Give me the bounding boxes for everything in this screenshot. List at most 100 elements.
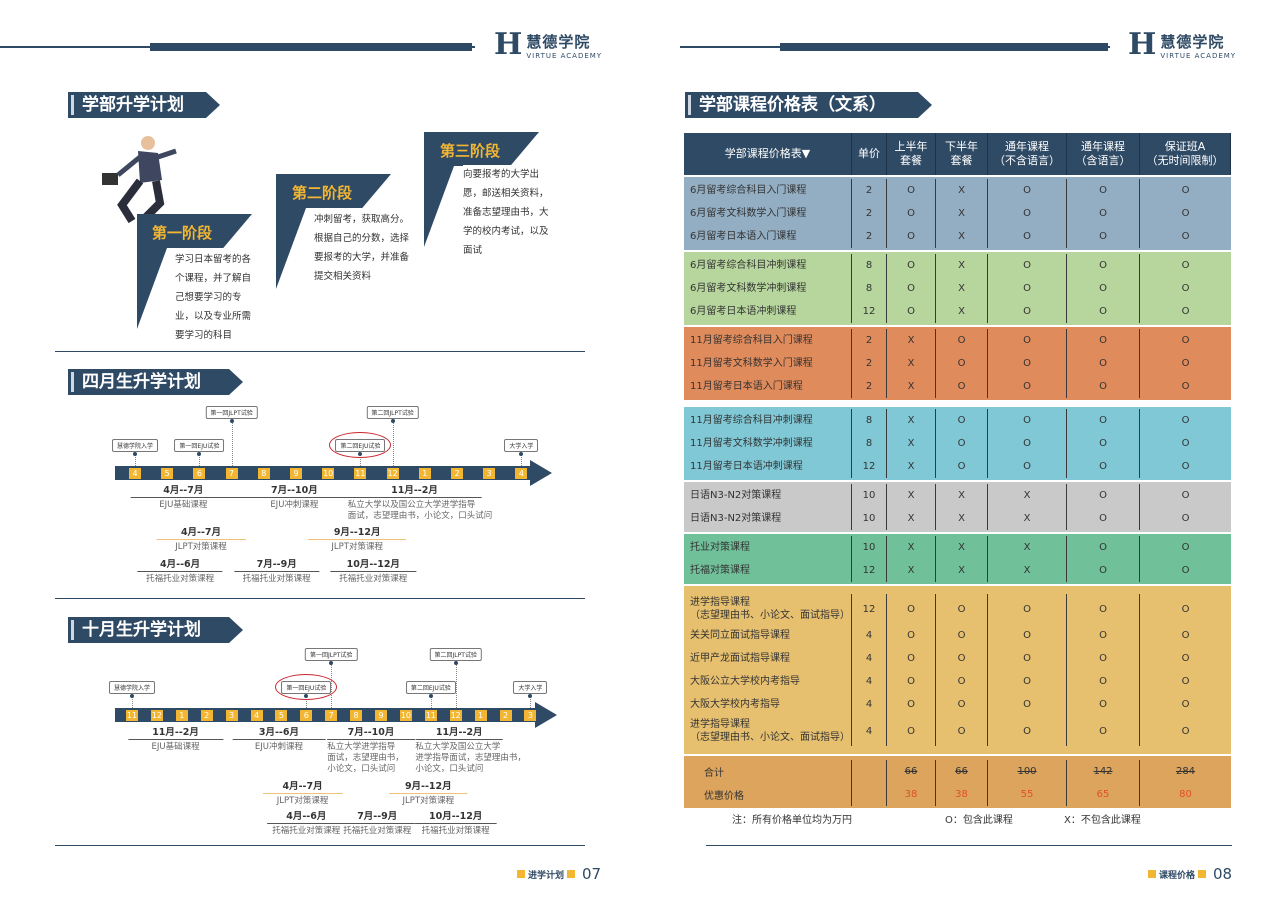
event-label: 第二回JLPT试验	[366, 406, 419, 419]
table-cell: X	[887, 507, 936, 530]
stage-3-title: 第三阶段	[440, 142, 501, 160]
month-marker: 4	[129, 467, 141, 479]
table-cell: O	[1067, 594, 1140, 624]
table-cell: X	[936, 225, 988, 248]
month-marker: 1	[418, 467, 431, 479]
table-row: 6月留考综合科目入门课程 2 O X O O O	[684, 179, 1231, 202]
table-cell: 4	[852, 716, 887, 746]
table-cell: O	[1181, 438, 1190, 449]
section-title-october: 十月生升学计划	[68, 617, 243, 643]
month-marker: 8	[350, 709, 363, 721]
logo: H 慧德学院 VIRTUE ACADEMY	[494, 30, 602, 60]
table-row: 近甲产龙面试指导课程 4 O O O O O	[684, 647, 1231, 670]
event-stem	[530, 691, 532, 708]
table-cell: 12	[852, 300, 887, 323]
course-name: 11月留考日本语冲刺课程	[684, 455, 852, 478]
month-marker: 6	[193, 467, 206, 479]
event-stem	[455, 658, 457, 708]
header-cell: 学部课程价格表▼	[684, 133, 852, 175]
table-cell: O	[1181, 231, 1190, 242]
discount-value: 65	[1067, 783, 1140, 806]
event-stem	[521, 449, 523, 466]
table-cell: O	[1181, 185, 1190, 196]
table-cell: O	[1067, 352, 1140, 375]
table-cell: O	[1181, 699, 1190, 710]
event-label: 慧德学院入学	[108, 681, 156, 694]
course-name: 托业对策课程	[684, 536, 852, 559]
course-item: 9月--12月 JLPT对策课程	[308, 524, 407, 553]
course-item: 4月--6月 托福托业对策课程	[267, 808, 346, 837]
table-cell: O	[887, 300, 936, 323]
course-desc: 托福托业对策课程	[343, 826, 412, 836]
table-cell: O	[887, 693, 936, 716]
table-row: 进学指导课程 （志望理由书、小论文、面试指导） 12 O O O O O	[684, 594, 1231, 624]
table-cell: O	[936, 352, 988, 375]
course-period: 4月--7月	[262, 778, 343, 794]
table-cell: O	[936, 594, 988, 624]
table-cell: X	[936, 179, 988, 202]
table-cell: O	[988, 300, 1067, 323]
row-group: 6月留考综合科目冲刺课程 8 O X O O O 6月留考文科数学冲刺课程 8 O X O O O 6月留考…	[684, 250, 1231, 325]
event-dot	[229, 419, 234, 423]
course-period: 4月--7月	[156, 524, 246, 540]
month-marker: 10	[322, 467, 335, 479]
table-cell: 12	[852, 559, 887, 582]
table-cell: 2	[852, 225, 887, 248]
table-cell: 2	[852, 352, 887, 375]
course-name: 近甲产龙面试指导课程	[684, 647, 852, 670]
table-cell: X	[887, 536, 936, 559]
divider	[55, 351, 585, 352]
row-group: 6月留考综合科目入门课程 2 O X O O O 6月留考文科数学入门课程 2 O X O O O 6月留考…	[684, 175, 1231, 250]
course-period: 7月--10月	[327, 724, 415, 740]
course-name: 关关同立面试指导课程	[684, 624, 852, 647]
section-title-april: 四月生升学计划	[68, 369, 243, 395]
table-cell: 4	[852, 670, 887, 693]
table-cell: O	[1067, 432, 1140, 455]
header-cell: 单价	[852, 133, 887, 175]
course-desc: JLPT对策课程	[276, 796, 329, 806]
page-number: 08	[1213, 865, 1233, 883]
table-cell: O	[988, 647, 1067, 670]
course-period: 4月--7月	[131, 482, 236, 498]
table-row: 11月留考综合科目入门课程 2 X O O O O	[684, 329, 1231, 352]
course-item: 11月--2月 私立大学及国公立大学 进学指导面试，志望理由书， 小论文，口头试问	[415, 724, 526, 775]
month-marker: 11	[424, 709, 437, 721]
table-cell: O	[988, 409, 1067, 432]
table-cell: O	[936, 693, 988, 716]
month-marker: 3	[524, 709, 537, 721]
table-cell: O	[936, 432, 988, 455]
month-marker: 3	[225, 709, 238, 721]
table-cell: O	[887, 647, 936, 670]
course-name: 日语N3-N2对策课程	[684, 507, 852, 530]
course-desc: 托福托业对策课程	[272, 826, 341, 836]
table-cell: O	[1181, 283, 1190, 294]
table-row: 11月留考日本语入门课程 2 X O O O O	[684, 375, 1231, 398]
stage-2-title: 第二阶段	[292, 184, 353, 202]
header-bar	[780, 43, 1108, 51]
total-value: 66	[936, 760, 988, 783]
table-cell: O	[887, 716, 936, 746]
table-cell: O	[1181, 630, 1190, 641]
table-cell: 12	[852, 594, 887, 624]
event-dot	[329, 661, 334, 665]
course-item: 11月--2月 EJU基础课程	[127, 724, 224, 753]
course-desc: JLPT对策课程	[402, 796, 455, 806]
table-cell: O	[936, 375, 988, 398]
course-item: 9月--12月 JLPT对策课程	[389, 778, 468, 807]
table-cell: O	[1067, 559, 1140, 582]
event-dot	[519, 452, 524, 456]
course-name: 进学指导课程 （志望理由书、小论文、面试指导）	[684, 716, 852, 746]
table-cell: O	[887, 202, 936, 225]
row-group: 11月留考综合科目冲刺课程 8 X O O O O 11月留考文科数学冲刺课程 8 X O O O O 11…	[684, 405, 1231, 480]
month-marker: 12	[449, 709, 462, 721]
table-cell: O	[988, 202, 1067, 225]
total-value: 100	[988, 760, 1067, 783]
month-marker: 4	[515, 467, 528, 479]
table-cell: O	[1181, 335, 1190, 346]
course-name: 11月留考文科数学入门课程	[684, 352, 852, 375]
event-stem	[331, 658, 333, 708]
course-period: 11月--2月	[127, 724, 224, 740]
table-row: 6月留考综合科目冲刺课程 8 O X O O O	[684, 254, 1231, 277]
footer-label: 进学计划	[528, 870, 565, 881]
total-value: 142	[1067, 760, 1140, 783]
